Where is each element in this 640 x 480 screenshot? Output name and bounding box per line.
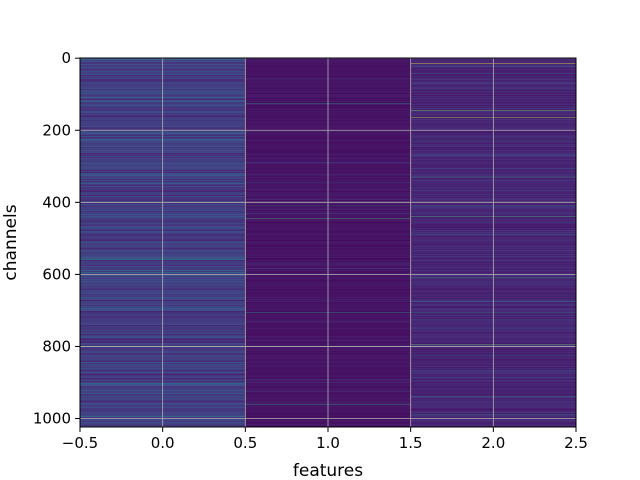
y-tick-label: 600 [42,265,71,283]
x-tick-label: −0.5 [62,434,98,452]
y-tick-label: 0 [61,49,71,67]
x-tick-label: 1.5 [399,434,423,452]
x-tick-label: 1.0 [316,434,340,452]
y-axis: 0 200 400 600 800 1000 [33,49,80,428]
y-tick-label: 1000 [33,410,71,428]
y-tick-label: 200 [42,121,71,139]
x-tick-label: 0.0 [151,434,175,452]
y-axis-label: channels [1,204,21,280]
y-tick-label: 800 [42,337,71,355]
x-tick-label: 2.5 [564,434,588,452]
x-tick-label: 0.5 [233,434,257,452]
y-tick-label: 400 [42,193,71,211]
x-axis: −0.5 0.0 0.5 1.0 1.5 2.0 2.5 [62,427,588,452]
x-axis-label: features [293,461,363,480]
x-tick-label: 2.0 [481,434,505,452]
